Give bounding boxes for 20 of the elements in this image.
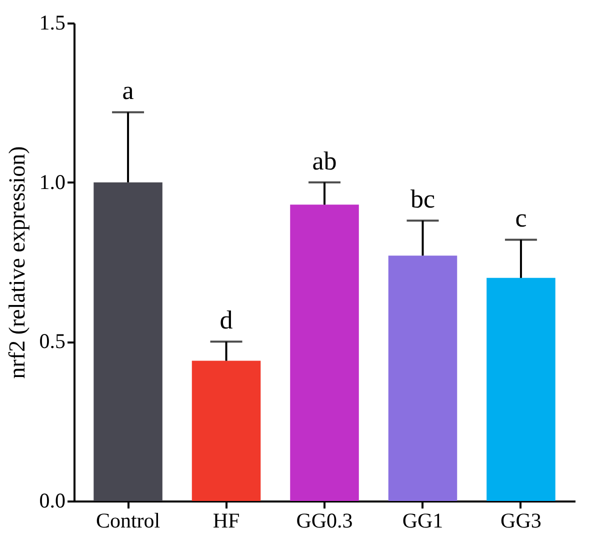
y-tick-label: 1.0 <box>39 170 66 194</box>
x-tick-label: GG3 <box>500 508 542 532</box>
annotation: d <box>220 306 233 335</box>
bar <box>486 278 556 501</box>
y-axis-title: nrf2 (relative expression) <box>4 146 30 379</box>
x-tick-label: Control <box>96 508 160 532</box>
bar <box>290 204 359 501</box>
bar <box>388 256 458 501</box>
x-tick-label: GG1 <box>402 508 444 532</box>
annotation: bc <box>410 184 436 214</box>
annotation: ab <box>312 146 337 176</box>
y-tick-label: 0.5 <box>39 329 66 354</box>
y-tick-label: 1.5 <box>39 10 66 34</box>
bar <box>94 182 162 501</box>
x-tick-label: GG0.3 <box>296 508 353 532</box>
annotation: a <box>122 76 134 106</box>
annotation: c <box>515 204 527 233</box>
y-tick-label: 0.0 <box>39 488 66 512</box>
x-tick-label: HF <box>212 508 240 532</box>
bar <box>192 360 261 501</box>
